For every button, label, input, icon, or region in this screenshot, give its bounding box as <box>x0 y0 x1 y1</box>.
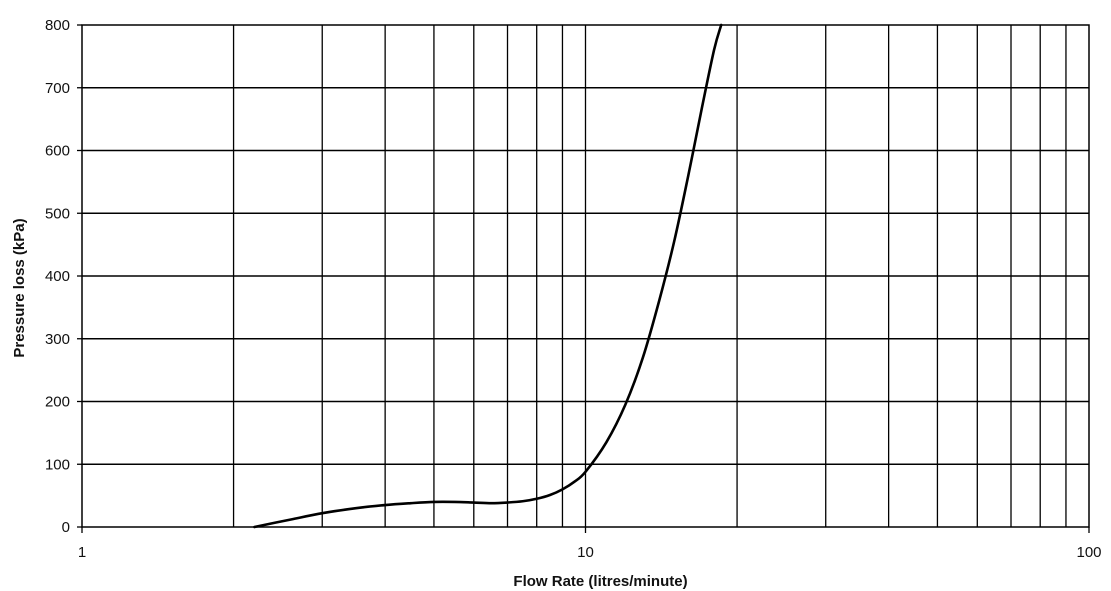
pressure-loss-curve <box>253 23 723 529</box>
x-tick-label: 1 <box>78 544 86 561</box>
y-tick-label: 600 <box>45 143 70 160</box>
x-tick-label: 100 <box>1076 544 1101 561</box>
y-tick-label: 100 <box>45 456 70 473</box>
x-axis-title: Flow Rate (litres/minute) <box>513 573 687 590</box>
y-tick-label: 300 <box>45 331 70 348</box>
series-layer <box>253 23 723 529</box>
y-tick-label: 200 <box>45 394 70 411</box>
gridlines <box>82 25 1089 527</box>
x-axis-tick-labels: 1 10 100 <box>78 527 1102 561</box>
y-tick-label: 700 <box>45 80 70 97</box>
y-axis-title: Pressure loss (kPa) <box>11 218 28 357</box>
x-tick-label: 10 <box>577 544 594 561</box>
y-tick-label: 400 <box>45 268 70 285</box>
y-tick-label: 500 <box>45 205 70 222</box>
y-tick-label: 0 <box>62 519 70 536</box>
y-axis-tick-labels: 0 100 200 300 400 500 600 700 800 <box>45 17 82 536</box>
y-tick-label: 800 <box>45 17 70 34</box>
